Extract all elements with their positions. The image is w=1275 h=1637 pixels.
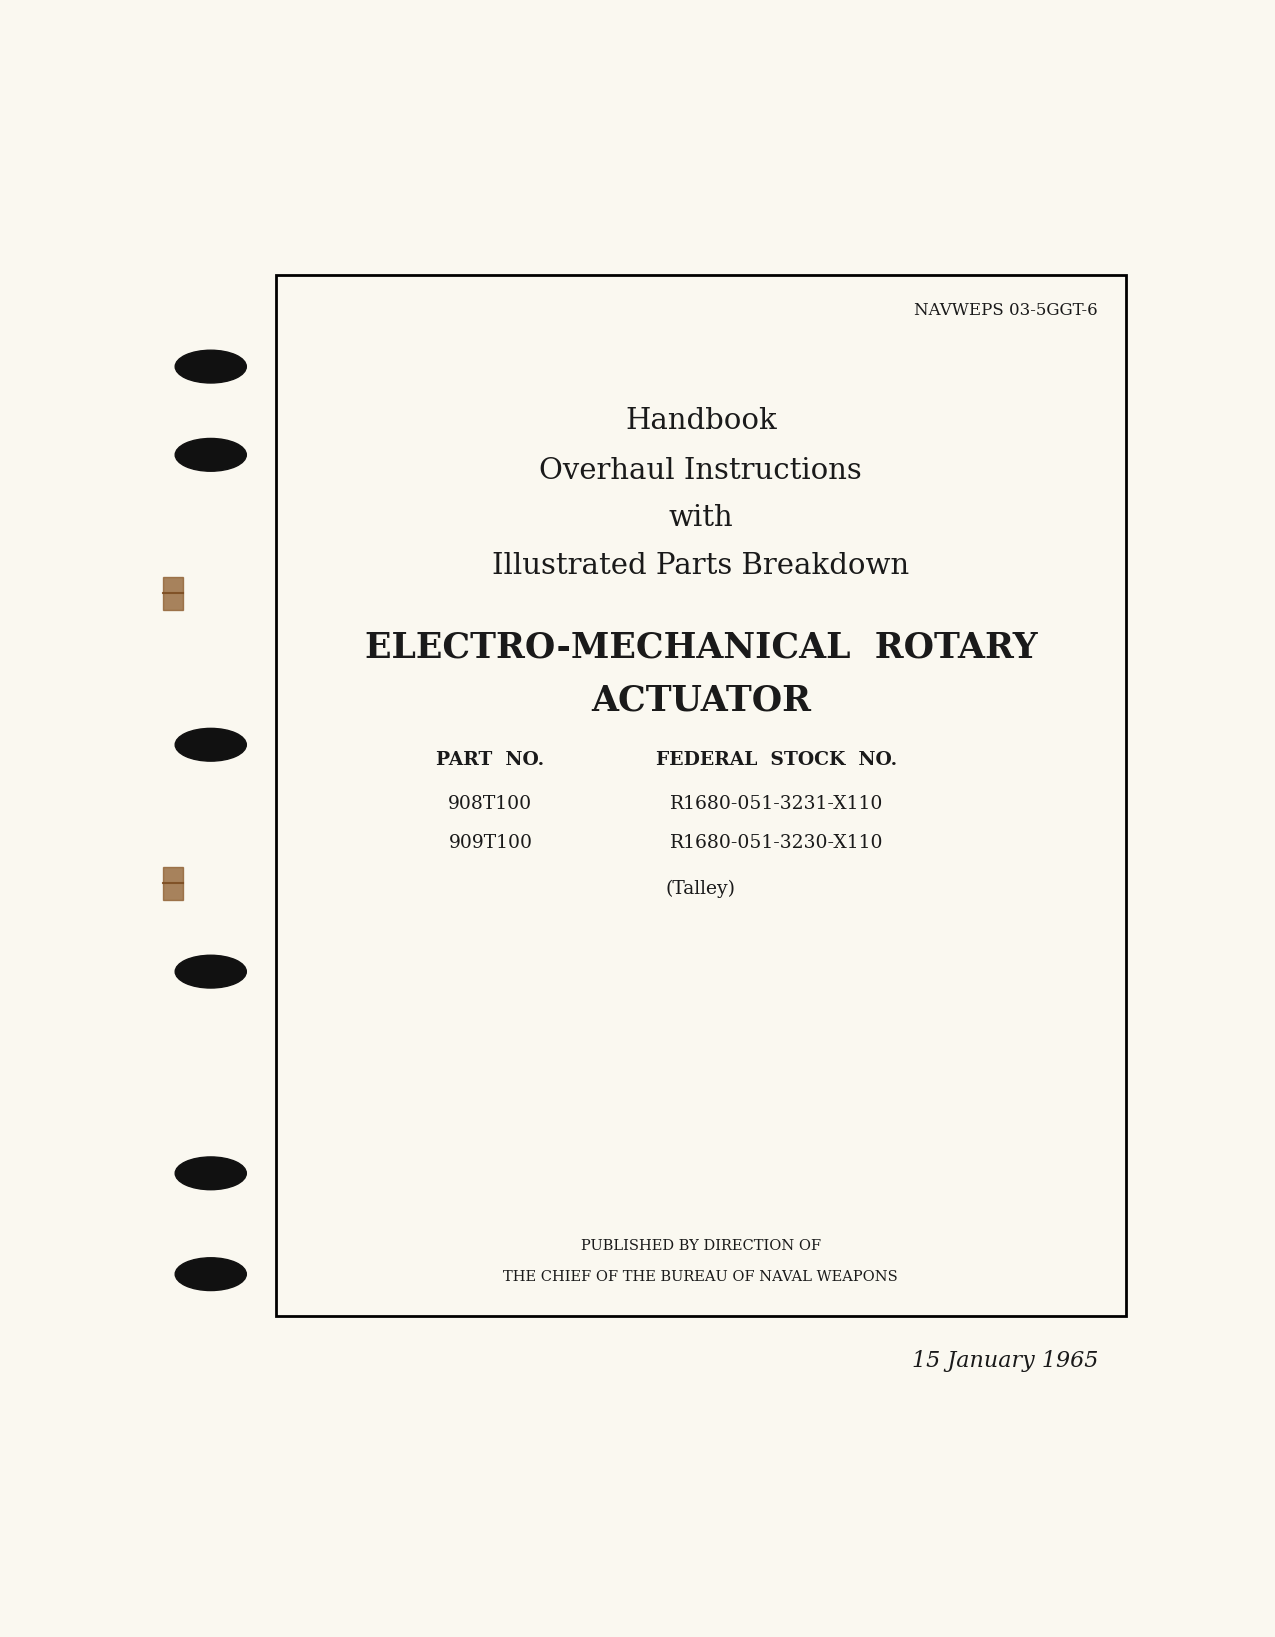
Text: THE CHIEF OF THE BUREAU OF NAVAL WEAPONS: THE CHIEF OF THE BUREAU OF NAVAL WEAPONS — [504, 1270, 899, 1283]
Text: Handbook: Handbook — [625, 408, 776, 435]
Ellipse shape — [175, 350, 246, 383]
Text: PART  NO.: PART NO. — [436, 751, 544, 769]
Bar — [275, 275, 1126, 1316]
Text: R1680-051-3231-X110: R1680-051-3231-X110 — [671, 796, 884, 814]
Text: ACTUATOR: ACTUATOR — [590, 684, 811, 717]
Ellipse shape — [175, 1257, 246, 1290]
Text: FEDERAL  STOCK  NO.: FEDERAL STOCK NO. — [657, 751, 898, 769]
Ellipse shape — [175, 956, 246, 989]
Text: Illustrated Parts Breakdown: Illustrated Parts Breakdown — [492, 552, 909, 579]
Ellipse shape — [175, 439, 246, 471]
Ellipse shape — [175, 728, 246, 761]
Text: with: with — [668, 504, 733, 532]
Text: R1680-051-3230-X110: R1680-051-3230-X110 — [671, 835, 884, 853]
Ellipse shape — [175, 1157, 246, 1190]
Text: Overhaul Instructions: Overhaul Instructions — [539, 457, 862, 485]
Text: PUBLISHED BY DIRECTION OF: PUBLISHED BY DIRECTION OF — [581, 1239, 821, 1254]
Text: ELECTRO-MECHANICAL  ROTARY: ELECTRO-MECHANICAL ROTARY — [365, 630, 1037, 665]
Text: (Talley): (Talley) — [666, 879, 736, 897]
Text: 909T100: 909T100 — [449, 835, 533, 853]
Text: NAVWEPS 03-5GGT-6: NAVWEPS 03-5GGT-6 — [914, 303, 1098, 319]
Bar — [163, 578, 184, 611]
Text: 15 January 1965: 15 January 1965 — [912, 1351, 1098, 1372]
Bar — [163, 868, 184, 900]
Text: 908T100: 908T100 — [449, 796, 533, 814]
